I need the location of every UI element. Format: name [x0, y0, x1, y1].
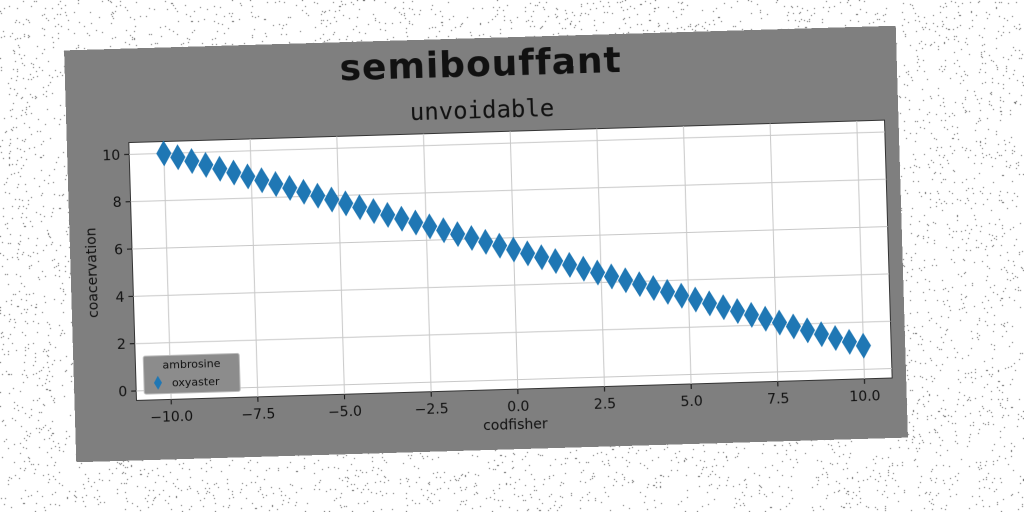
data-point [604, 263, 620, 290]
y-grid-line [136, 368, 892, 392]
data-point [380, 201, 396, 228]
y-axis-label: coacervation [83, 227, 102, 318]
data-point [757, 305, 774, 332]
data-point [562, 251, 578, 278]
data-point [855, 332, 872, 359]
data-point [478, 228, 494, 255]
data-point [631, 271, 648, 298]
x-tick-label: 5.0 [680, 394, 703, 411]
data-point [813, 321, 830, 348]
data-point [464, 225, 480, 251]
data-point [534, 244, 550, 271]
legend-marker [153, 375, 162, 390]
x-grid-line [596, 128, 605, 387]
data-point [282, 174, 298, 201]
data-point [548, 248, 564, 275]
x-grid-line [422, 133, 432, 392]
x-axis-label: codfisher [483, 416, 548, 434]
data-point [785, 313, 802, 340]
x-tick-label: 7.5 [767, 391, 790, 408]
legend-box [142, 352, 241, 395]
data-point [310, 182, 326, 209]
data-point [520, 240, 536, 267]
y-tick-label: 10 [102, 148, 120, 165]
data-point [268, 171, 284, 198]
x-grid-line [336, 136, 345, 395]
data-point [296, 178, 312, 205]
legend-title: ambrosine [162, 357, 221, 372]
chart-svg: −10.0 −7.5 −5.0 −2.5 0.0 2.5 5.0 7.5 10.0 0 2 4 6 8 10… [83, 119, 893, 434]
data-point [799, 317, 816, 344]
data-point [366, 198, 382, 225]
y-tick-label: 2 [117, 337, 126, 353]
data-point [198, 151, 214, 178]
data-point [338, 190, 354, 217]
y-grid-line [130, 178, 887, 203]
data-point [352, 194, 368, 221]
data-point [240, 163, 256, 190]
x-tick-label: −5.0 [328, 404, 362, 421]
data-point [687, 286, 704, 313]
x-tick-label: 10.0 [849, 388, 881, 405]
data-point [408, 209, 424, 236]
y-tick-label: 4 [115, 290, 124, 306]
data-point [226, 159, 242, 186]
x-grid-line [769, 123, 779, 382]
data-point [673, 282, 690, 309]
data-point [715, 294, 732, 321]
x-tick-label: −10.0 [150, 409, 193, 426]
data-point [394, 205, 410, 232]
y-tick-label: 0 [118, 384, 127, 400]
x-tick-label: −7.5 [241, 406, 275, 423]
data-point [618, 267, 634, 294]
y-tick-label: 8 [112, 195, 121, 211]
axes: −10.0 −7.5 −5.0 −2.5 0.0 2.5 5.0 7.5 10.0 0 2 4 6 8 10 [102, 148, 881, 426]
y-grid-line [131, 226, 888, 250]
x-tick-label: −2.5 [414, 401, 448, 418]
data-point [450, 221, 466, 248]
legend: ambrosine oxyaster [142, 352, 241, 395]
y-grid-line [133, 273, 890, 297]
plot-area [128, 119, 893, 401]
data-point [729, 298, 746, 325]
data-point [184, 148, 200, 175]
data-point [170, 144, 186, 171]
data-point [212, 155, 228, 182]
data-point [422, 213, 438, 240]
x-tick-label: 2.5 [594, 396, 617, 413]
data-point [771, 309, 788, 336]
y-tick-label: 6 [114, 242, 123, 258]
legend-entry-label: oxyaster [172, 375, 220, 389]
data-point [827, 325, 844, 352]
data-point [492, 232, 508, 259]
data-point [254, 167, 270, 194]
data-point [659, 278, 676, 305]
data-point [324, 186, 340, 213]
data-point [590, 259, 606, 286]
data-point [436, 217, 452, 244]
y-grid-line [129, 131, 885, 155]
data-point [506, 236, 522, 263]
data-point [841, 328, 858, 355]
data-point [743, 301, 760, 328]
data-points [156, 140, 872, 359]
data-point [701, 290, 718, 317]
data-point [645, 275, 662, 301]
x-tick-label: 0.0 [507, 399, 530, 416]
data-point [576, 255, 592, 282]
x-grid-line [682, 126, 692, 384]
chart-figure: semibouffant unvoidable −10.0 −7.5 −5.0 −2.… [64, 25, 908, 463]
data-point [156, 140, 172, 167]
